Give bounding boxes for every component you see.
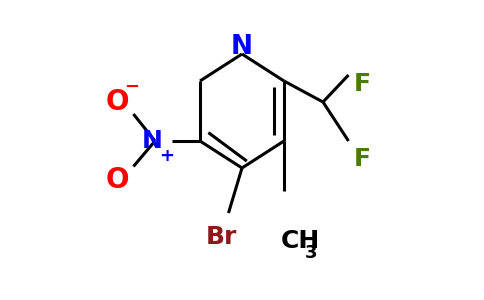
Text: Br: Br [205, 225, 237, 249]
Text: F: F [353, 147, 370, 171]
Text: 3: 3 [305, 244, 318, 262]
Text: F: F [353, 72, 370, 96]
Text: CH: CH [281, 230, 320, 254]
Text: O: O [106, 166, 129, 194]
Text: N: N [231, 34, 253, 59]
Text: −: − [124, 78, 139, 96]
Text: +: + [160, 147, 175, 165]
Text: O: O [106, 88, 129, 116]
Text: N: N [141, 129, 163, 153]
